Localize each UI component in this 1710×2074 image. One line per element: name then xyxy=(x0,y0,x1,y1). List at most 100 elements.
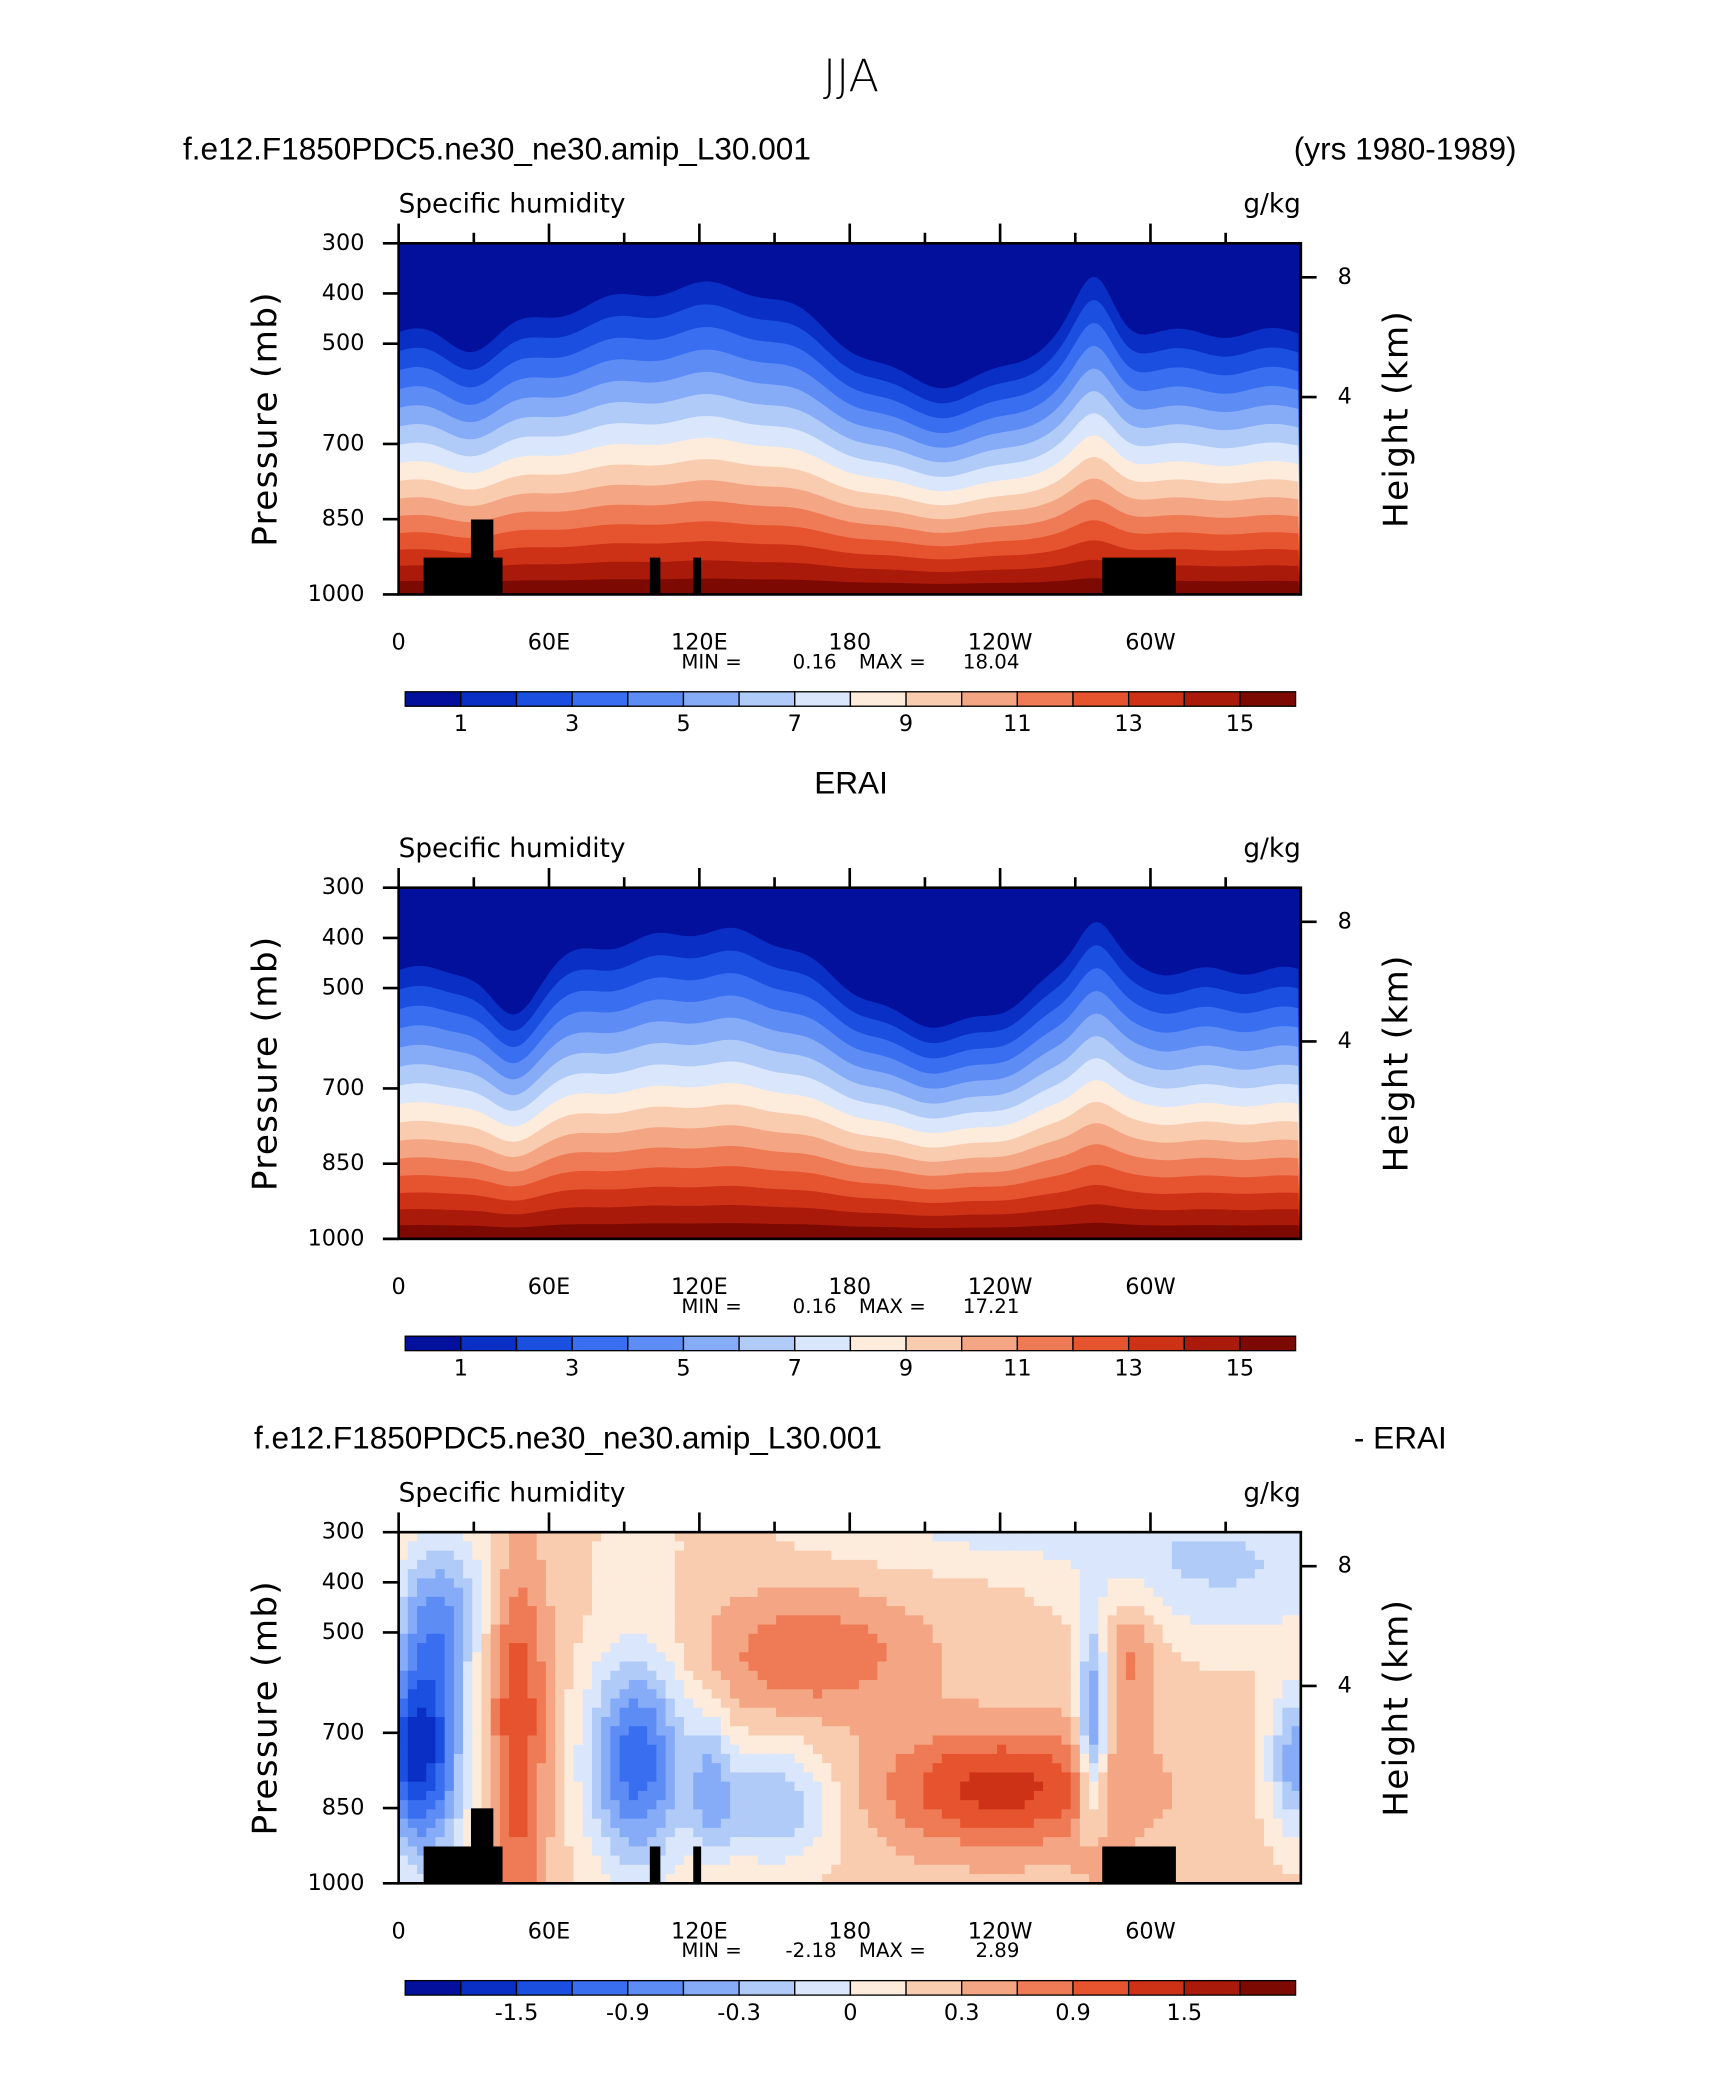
max-label: MAX = xyxy=(859,1939,926,1962)
contour-cell xyxy=(518,1864,529,1875)
contour-cell xyxy=(619,1550,630,1561)
contour-cell xyxy=(674,1716,685,1728)
contour-cell xyxy=(610,1670,621,1681)
contour-cell xyxy=(509,1744,520,1755)
contour-cell xyxy=(766,1643,777,1654)
contour-cell xyxy=(1079,1855,1090,1866)
contour-cell xyxy=(1006,1874,1017,1884)
contour-cell xyxy=(978,1596,989,1607)
contour-cell xyxy=(757,1661,768,1672)
contour-cell xyxy=(472,1661,483,1672)
contour-cell xyxy=(1273,1726,1284,1737)
contour-cell xyxy=(1273,1707,1284,1718)
colorbar-box xyxy=(460,691,518,707)
contour-cell xyxy=(674,1550,685,1561)
contour-cell xyxy=(684,1652,695,1663)
contour-cell xyxy=(1291,1726,1301,1737)
contour-cell xyxy=(1006,1624,1017,1635)
contour-cell xyxy=(1217,1606,1228,1617)
contour-cell xyxy=(951,1772,962,1783)
contour-cell xyxy=(757,1753,768,1764)
contour-cell xyxy=(637,1707,648,1718)
colorbar-box xyxy=(961,1335,1018,1352)
contour-cell xyxy=(1015,1541,1026,1552)
contour-cell xyxy=(812,1615,823,1626)
contour-cell xyxy=(822,1661,833,1672)
contour-cell xyxy=(1282,1680,1293,1691)
contour-cell xyxy=(628,1615,639,1626)
contour-cell xyxy=(1171,1532,1182,1543)
min-value: 0.16 xyxy=(793,650,837,673)
contour-cell xyxy=(490,1837,501,1848)
contour-cell xyxy=(1052,1615,1063,1626)
contour-cell xyxy=(803,1587,814,1598)
contour-cell xyxy=(739,1578,750,1589)
contour-cell xyxy=(803,1661,814,1672)
contour-cell xyxy=(1291,1532,1301,1543)
contour-cell xyxy=(499,1550,510,1561)
contour-cell xyxy=(1190,1587,1201,1598)
contour-cell xyxy=(951,1559,962,1570)
colorbar-box xyxy=(905,1979,963,1996)
contour-cell xyxy=(435,1809,446,1820)
contour-cell xyxy=(591,1855,602,1866)
contour-cell xyxy=(1171,1827,1182,1838)
contour-cell xyxy=(518,1633,529,1644)
contour-cell xyxy=(619,1809,630,1820)
contour-cell xyxy=(1208,1689,1219,1700)
contour-cell xyxy=(591,1753,602,1764)
colorbar-box xyxy=(794,691,852,707)
contour-cell xyxy=(693,1596,704,1607)
contour-cell xyxy=(453,1633,464,1644)
contour-cell xyxy=(730,1670,741,1681)
contour-cell xyxy=(840,1874,851,1884)
contour-cell xyxy=(720,1716,731,1728)
contour-cell xyxy=(720,1726,731,1737)
contour-cell xyxy=(1162,1532,1173,1543)
contour-cell xyxy=(1245,1744,1256,1755)
contour-cell xyxy=(1254,1809,1265,1820)
contour-cell xyxy=(1236,1763,1247,1774)
contour-cell xyxy=(831,1846,842,1857)
contour-cell xyxy=(785,1652,796,1663)
contour-cell xyxy=(1162,1707,1173,1718)
contour-cell xyxy=(1273,1670,1284,1681)
contour-cell xyxy=(858,1633,869,1644)
contour-cell xyxy=(702,1763,713,1774)
contour-cell xyxy=(1079,1624,1090,1635)
max-label: MAX = xyxy=(859,1295,926,1318)
contour-cell xyxy=(969,1790,980,1801)
contour-cell xyxy=(398,1809,409,1820)
contour-cell xyxy=(1079,1874,1090,1884)
contour-cell xyxy=(1190,1652,1201,1663)
contour-cell xyxy=(426,1680,437,1691)
contour-cell xyxy=(923,1790,934,1801)
contour-cell xyxy=(969,1578,980,1589)
contour-cell xyxy=(573,1578,584,1589)
contour-cell xyxy=(407,1569,418,1580)
contour-cell xyxy=(1125,1559,1136,1570)
contour-cell xyxy=(766,1726,777,1737)
contour-cell xyxy=(573,1827,584,1838)
contour-cell xyxy=(1208,1643,1219,1654)
contour-cell xyxy=(757,1864,768,1875)
contour-cell xyxy=(1199,1569,1210,1580)
contour-cell xyxy=(656,1643,667,1654)
contour-cell xyxy=(490,1680,501,1691)
contour-cell xyxy=(601,1744,612,1755)
contour-cell xyxy=(1190,1661,1201,1672)
contour-cell xyxy=(895,1550,906,1561)
contour-cell xyxy=(628,1633,639,1644)
contour-cell xyxy=(1153,1818,1164,1829)
contour-cell xyxy=(684,1855,695,1866)
contour-cell xyxy=(1006,1790,1017,1801)
contour-cell xyxy=(527,1726,538,1737)
contour-cell xyxy=(435,1790,446,1801)
contour-cell xyxy=(1125,1735,1136,1746)
contour-cell xyxy=(1061,1596,1072,1607)
contour-cell xyxy=(426,1532,437,1543)
contour-cell xyxy=(582,1864,593,1875)
contour-cell xyxy=(647,1827,658,1838)
contour-cell xyxy=(693,1689,704,1700)
contour-cell xyxy=(1098,1809,1109,1820)
